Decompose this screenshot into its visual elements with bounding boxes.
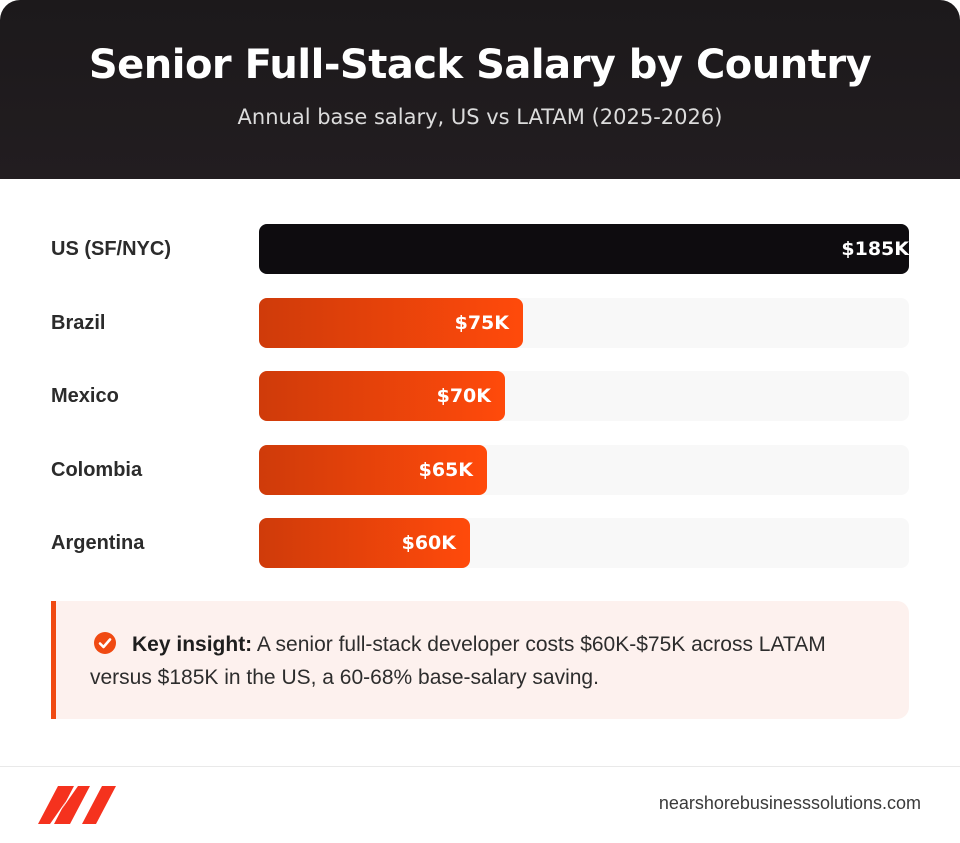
nearshore-logo-icon xyxy=(38,786,116,824)
footer-divider xyxy=(0,766,960,767)
insight-body: A senior full-stack developer costs $60K… xyxy=(90,633,826,689)
category-label: Mexico xyxy=(51,385,119,407)
check-circle-icon xyxy=(94,632,116,654)
page-title: Senior Full-Stack Salary by Country xyxy=(88,42,872,88)
insight-text: Key insight: A senior full-stack develop… xyxy=(90,628,890,694)
key-insight-box: Key insight: A senior full-stack develop… xyxy=(51,601,909,719)
salary-bar xyxy=(259,445,487,495)
salary-bar xyxy=(259,224,909,274)
bar-value-label: $70K xyxy=(436,385,491,407)
salary-bar xyxy=(259,298,523,348)
header-banner: Senior Full-Stack Salary by Country Annu… xyxy=(0,0,960,179)
bar-value-label: $60K xyxy=(401,532,456,554)
category-label: Colombia xyxy=(51,459,143,481)
bar-value-label: $185K xyxy=(841,238,909,260)
insight-label: Key insight: xyxy=(132,633,253,656)
category-label: US (SF/NYC) xyxy=(51,238,171,260)
bar-value-label: $75K xyxy=(454,312,509,334)
bar-value-label: $65K xyxy=(418,459,473,481)
salary-bar-chart: US (SF/NYC) $185K Brazil $75K Mexico $70K Colo… xyxy=(0,179,960,599)
footer-domain: nearshorebusinesssolutions.com xyxy=(658,793,921,813)
salary-bar xyxy=(259,371,505,421)
category-label: Argentina xyxy=(51,532,145,554)
page-subtitle: Annual base salary, US vs LATAM (2025-20… xyxy=(237,105,723,129)
category-label: Brazil xyxy=(51,312,106,334)
salary-bar xyxy=(259,518,470,568)
